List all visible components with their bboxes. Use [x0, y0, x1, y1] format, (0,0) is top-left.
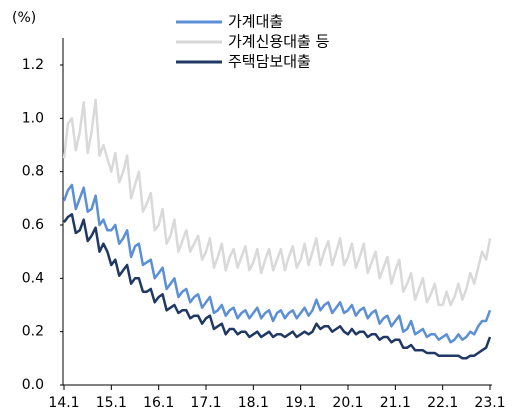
x-tick-label: 15.1 [96, 395, 127, 411]
y-tick-label: 0.6 [22, 217, 44, 233]
y-tick-label: 0.0 [22, 377, 44, 393]
series-line [62, 213, 492, 360]
y-tick-label: 1.2 [22, 57, 44, 73]
legend-label: 가계신용대출 등 [228, 33, 330, 51]
y-tick-label: 1.0 [22, 110, 44, 126]
x-tick-label: 19.1 [285, 395, 316, 411]
y-axis-label: (%) [12, 10, 36, 26]
legend-label: 가계대출 [228, 13, 283, 31]
x-tick-label: 23.1 [474, 395, 505, 411]
x-tick-label: 18.1 [238, 395, 269, 411]
x-tick-label: 20.1 [332, 395, 363, 411]
y-tick-label: 0.2 [22, 324, 44, 340]
x-tick-label: 21.1 [380, 395, 411, 411]
y-tick-label: 0.4 [22, 270, 44, 286]
x-tick-label: 22.1 [427, 395, 458, 411]
y-tick-label: 0.8 [22, 164, 44, 180]
series-line [62, 98, 492, 307]
legend-label: 주택담보대출 [228, 53, 311, 71]
x-tick-label: 16.1 [143, 395, 174, 411]
x-tick-label: 14.1 [48, 395, 79, 411]
x-tick-label: 17.1 [190, 395, 221, 411]
series-line [62, 183, 492, 344]
